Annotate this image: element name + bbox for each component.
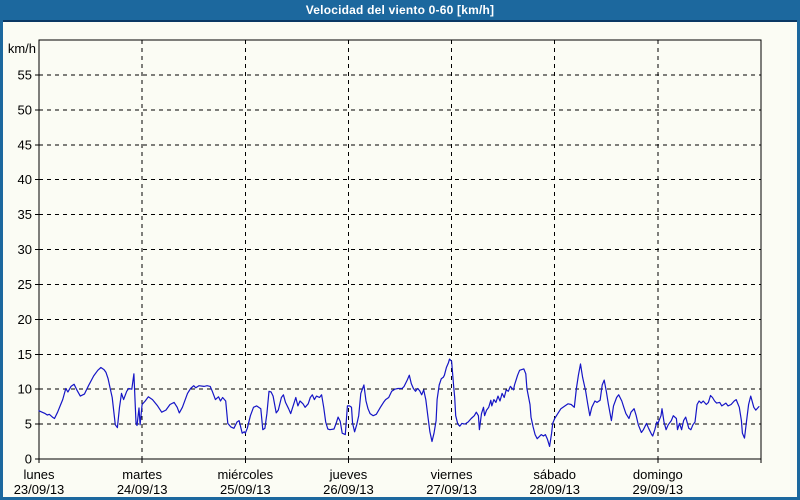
x-day-label: domingo	[633, 467, 683, 482]
y-tick-label: 0	[25, 452, 32, 467]
y-tick-label: 55	[18, 67, 32, 82]
x-day-label: lunes	[23, 467, 55, 482]
x-day-label: jueves	[329, 467, 368, 482]
x-day-label: miércoles	[217, 467, 273, 482]
y-tick-label: 35	[18, 207, 32, 222]
x-date-label: 23/09/13	[14, 482, 65, 497]
y-axis-unit-label: km/h	[8, 41, 36, 56]
x-day-label: viernes	[431, 467, 473, 482]
plot-frame	[38, 39, 762, 460]
wind-speed-series	[38, 358, 760, 447]
y-tick-label: 50	[18, 102, 32, 117]
x-date-label: 26/09/13	[323, 482, 374, 497]
y-tick-label: 30	[18, 242, 32, 257]
x-date-label: 29/09/13	[633, 482, 684, 497]
y-tick-label: 45	[18, 137, 32, 152]
x-date-label: 24/09/13	[117, 482, 168, 497]
x-date-label: 25/09/13	[220, 482, 271, 497]
x-day-label: martes	[122, 467, 162, 482]
y-tick-label: 25	[18, 277, 32, 292]
x-day-label: sábado	[533, 467, 576, 482]
y-tick-label: 20	[18, 312, 32, 327]
y-tick-label: 5	[25, 417, 32, 432]
y-tick-label: 10	[18, 382, 32, 397]
y-tick-label: 15	[18, 347, 32, 362]
x-date-label: 27/09/13	[426, 482, 477, 497]
window-titlebar: Velocidad del viento 0-60 [km/h]	[0, 0, 800, 22]
y-tick-label: 40	[18, 172, 32, 187]
x-date-label: 28/09/13	[529, 482, 580, 497]
chart-title: Velocidad del viento 0-60 [km/h]	[305, 3, 495, 17]
